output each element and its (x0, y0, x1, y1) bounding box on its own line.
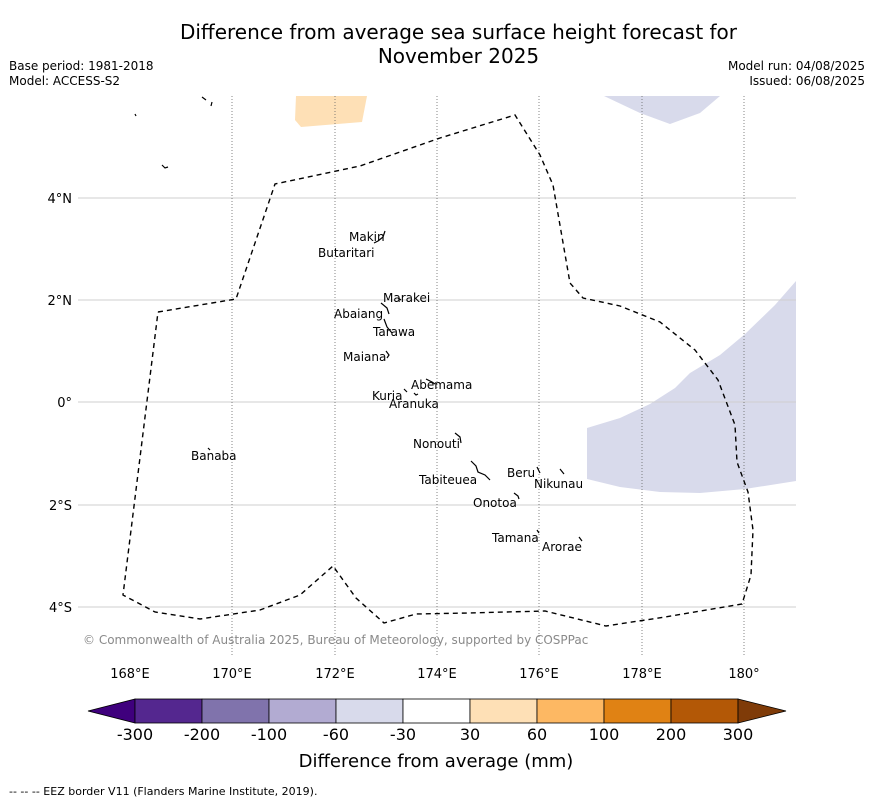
colorbar-segment (536, 698, 605, 724)
meta-left: Base period: 1981-2018 Model: ACCESS-S2 (9, 59, 154, 89)
x-tick-label: 168°E (110, 667, 150, 682)
colorbar-ticks: -300 -200 -100 -60 -30 30 60 100 200 300 (117, 725, 753, 744)
meta-right: Model run: 04/08/2025 Issued: 06/08/2025 (728, 59, 865, 89)
y-tick-label: 0° (57, 396, 72, 411)
colorbar (87, 698, 787, 724)
island-label-aranuka: Aranuka (389, 397, 439, 411)
island-label-maiana: Maiana (343, 350, 386, 364)
colorbar-tick-label: 30 (460, 725, 480, 744)
island-label-nikunau: Nikunau (534, 477, 583, 491)
map-title: Difference from average sea surface heig… (0, 20, 873, 68)
title-line-1: Difference from average sea surface heig… (179, 20, 738, 44)
colorbar-tick-label: 60 (527, 725, 547, 744)
base-period: Base period: 1981-2018 (9, 59, 154, 73)
island-labels: Makin Butaritari Marakei Abaiang Tarawa … (191, 230, 583, 554)
colorbar-tick-label: -200 (184, 725, 220, 744)
x-axis-ticks: 168°E 170°E 172°E 174°E 176°E 178°E 180° (110, 667, 759, 682)
footer-note: -- -- -- EEZ border V11 (Flanders Marine… (9, 785, 318, 798)
x-tick-label: 174°E (417, 667, 457, 682)
colorbar-segment (134, 698, 203, 724)
island-label-arorae: Arorae (542, 540, 582, 554)
colorbar-segment (335, 698, 404, 724)
island-label-marakei: Marakei (383, 291, 430, 305)
model-run: Model run: 04/08/2025 (727, 59, 865, 73)
colorbar-segment (670, 698, 739, 724)
island-label-butaritari: Butaritari (318, 246, 375, 260)
island-label-beru: Beru (507, 466, 535, 480)
colorbar-segment (268, 698, 337, 724)
island-label-onotoa: Onotoa (473, 496, 517, 510)
island-label-banaba: Banaba (191, 449, 237, 463)
gridlines (78, 96, 796, 656)
colorbar-segment (603, 698, 672, 724)
y-tick-label: 2°S (49, 499, 72, 514)
title-line-2: November 2025 (377, 44, 540, 68)
colorbar-tick-label: 300 (723, 725, 754, 744)
x-tick-label: 176°E (519, 667, 559, 682)
island-label-kuria: Kuria (372, 389, 403, 403)
anomaly-negative-northeast (604, 96, 720, 124)
y-tick-label: 4°S (49, 601, 72, 616)
eez-border (122, 114, 754, 627)
colorbar-tick-label: 200 (656, 725, 687, 744)
x-tick-label: 178°E (622, 667, 662, 682)
x-tick-label: 172°E (315, 667, 355, 682)
model-name: Model: ACCESS-S2 (9, 74, 121, 88)
anomaly-negative-east (587, 281, 796, 493)
anomaly-positive-north (295, 96, 367, 127)
colorbar-segment (469, 698, 538, 724)
island-label-nonouti: Nonouti (413, 437, 460, 451)
colorbar-tick-label: 100 (589, 725, 620, 744)
colorbar-title: Difference from average (mm) (299, 751, 574, 772)
colorbar-tick-label: -300 (117, 725, 153, 744)
y-axis-ticks: 4°N 2°N 0° 2°S 4°S (48, 192, 73, 616)
colorbar-tick-label: -30 (390, 725, 416, 744)
colorbar-segment (201, 698, 270, 724)
issued-date: Issued: 06/08/2025 (749, 74, 865, 88)
island-shapes (134, 96, 583, 542)
island-label-abaiang: Abaiang (334, 307, 383, 321)
island-label-makin: Makin (349, 230, 385, 244)
colorbar-tick-label: -100 (251, 725, 287, 744)
island-label-abemama: Abemama (411, 378, 472, 392)
y-tick-label: 4°N (48, 192, 73, 207)
island-label-tarawa: Tarawa (372, 325, 415, 339)
anomaly-fills (295, 96, 796, 493)
colorbar-tick-label: -60 (323, 725, 349, 744)
copyright-notice: © Commonwealth of Australia 2025, Bureau… (83, 633, 588, 647)
x-tick-label: 180° (728, 667, 759, 682)
colorbar-extend-min (87, 698, 136, 724)
colorbar-extend-max (737, 698, 787, 724)
island-label-tamana: Tamana (491, 531, 539, 545)
x-tick-label: 170°E (212, 667, 252, 682)
y-tick-label: 2°N (48, 294, 73, 309)
colorbar-segment (402, 698, 471, 724)
island-label-tabiteuea: Tabiteuea (418, 473, 477, 487)
